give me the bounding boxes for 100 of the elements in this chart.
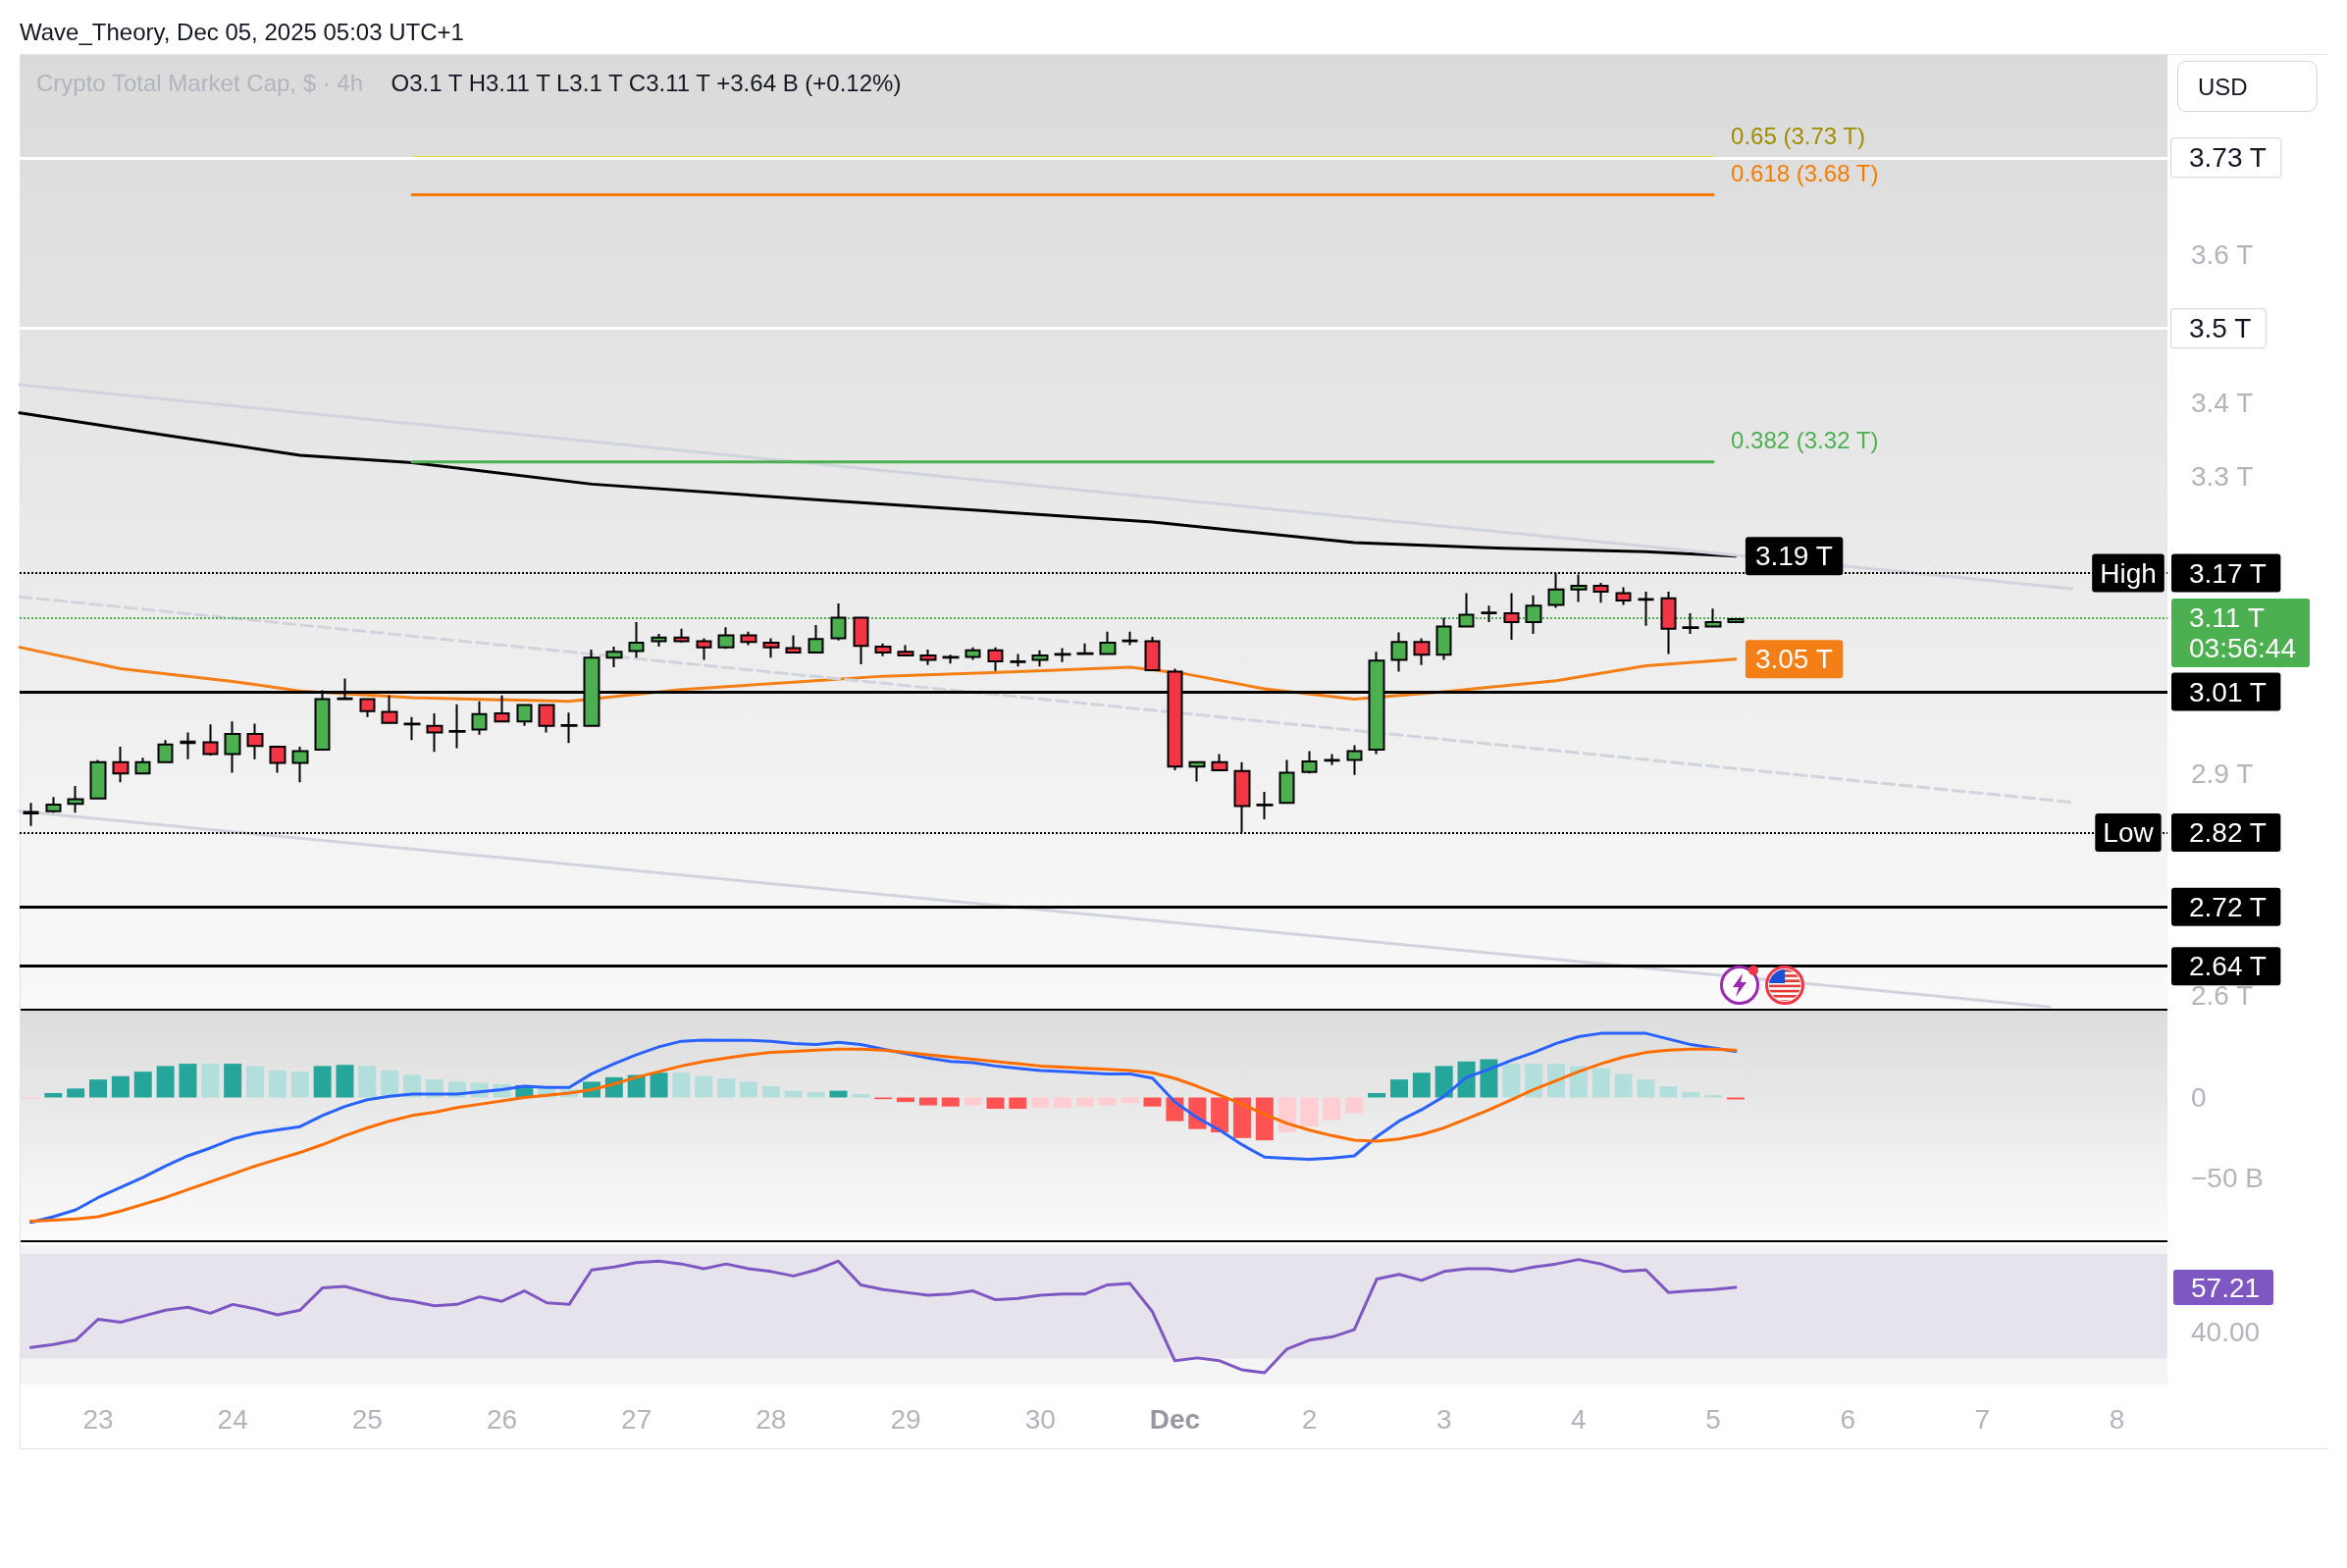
candlestick <box>651 633 667 648</box>
candlestick <box>919 648 937 666</box>
bar <box>44 1092 63 1098</box>
bar <box>695 1075 713 1098</box>
ref-line-label: 2.72 T <box>2189 891 2267 922</box>
bar <box>1637 1079 1655 1098</box>
bar <box>1682 1091 1700 1098</box>
series-label: 0.618 (3.68 T) <box>1731 160 1879 187</box>
bar <box>1368 1092 1386 1098</box>
candlestick <box>717 626 735 651</box>
bar <box>784 1090 803 1098</box>
candlestick <box>1188 760 1206 783</box>
ref-line-label: 3.17 T <box>2189 557 2267 589</box>
x-tick-label: 6 <box>1840 1403 1856 1435</box>
bar <box>246 1066 265 1098</box>
bar <box>1098 1097 1117 1106</box>
candlestick <box>808 623 824 654</box>
bar <box>1614 1073 1633 1098</box>
candlestick <box>965 646 981 661</box>
annotation: Low <box>2103 817 2155 849</box>
x-tick-label: 26 <box>486 1403 518 1435</box>
series-label: 0.382 (3.32 T) <box>1731 427 1879 454</box>
bar <box>1480 1059 1498 1098</box>
candlestick <box>1413 637 1431 666</box>
bar <box>852 1094 870 1098</box>
ref-line-label: 3.73 T <box>2189 142 2267 174</box>
bar <box>89 1079 108 1098</box>
bar <box>1255 1097 1274 1141</box>
candlestick <box>538 703 555 734</box>
bar <box>290 1071 309 1098</box>
bar <box>268 1070 287 1098</box>
bar <box>1009 1097 1027 1109</box>
candlestick <box>23 802 39 827</box>
candlestick <box>269 745 287 774</box>
candlestick <box>853 615 869 666</box>
bar <box>1054 1097 1072 1108</box>
data-label: 3.05 T <box>1754 644 1833 675</box>
ref-line-label: 2.64 T <box>2189 951 2267 982</box>
y-tick-label: 0 <box>2191 1082 2207 1113</box>
candlestick <box>1346 744 1363 776</box>
bar <box>941 1097 960 1107</box>
candlestick <box>157 739 174 764</box>
bar <box>761 1086 780 1098</box>
x-tick-label: 3 <box>1435 1403 1452 1435</box>
candlestick <box>740 630 757 647</box>
candlestick <box>1256 791 1274 820</box>
candlestick <box>628 620 645 659</box>
bar <box>1502 1064 1521 1098</box>
bar <box>1211 1097 1229 1133</box>
candlestick <box>1615 586 1632 606</box>
y-tick-label: 3.4 T <box>2191 387 2254 418</box>
bar <box>1569 1066 1588 1098</box>
x-tick-label: 29 <box>890 1403 921 1435</box>
bar <box>986 1097 1005 1109</box>
annotation: High <box>2100 557 2157 589</box>
candlestick <box>762 637 780 659</box>
bar <box>1031 1097 1050 1108</box>
candlestick <box>1301 750 1318 775</box>
candlestick <box>1278 758 1295 805</box>
candlestick <box>1054 647 1071 663</box>
y-tick-label: 3.6 T <box>2191 238 2254 270</box>
candlestick <box>359 697 376 718</box>
candlestick <box>1144 636 1161 672</box>
candlestick <box>987 646 1004 672</box>
text: Wave_Theory, Dec 05, 2025 05:03 UTC+1 <box>20 18 464 45</box>
candlestick <box>785 634 802 654</box>
x-tick-label: 24 <box>217 1403 248 1435</box>
candlestick <box>1099 630 1117 656</box>
bar <box>111 1075 130 1098</box>
bar <box>381 1070 399 1098</box>
x-tick-label: 30 <box>1024 1403 1056 1435</box>
x-tick-label: 25 <box>351 1403 383 1435</box>
candlestick <box>1324 753 1340 766</box>
candlestick <box>494 694 510 723</box>
bar <box>336 1065 354 1098</box>
candlestick <box>1121 630 1138 647</box>
text: O3.1 T H3.11 T L3.1 T C3.11 T +3.64 B (+0.12%) <box>391 69 902 96</box>
bar <box>829 1090 848 1098</box>
y-tick-label: 2.6 T <box>2191 980 2254 1012</box>
candlestick <box>605 645 623 669</box>
ref-line-label: 2.82 T <box>2189 817 2267 849</box>
bar <box>201 1064 220 1098</box>
candlestick <box>1010 653 1026 668</box>
bar <box>1232 1097 1251 1138</box>
candlestick <box>448 703 466 750</box>
bar <box>156 1066 175 1098</box>
candlestick <box>897 644 914 657</box>
candlestick <box>291 745 309 784</box>
x-tick-label: 8 <box>2109 1403 2125 1435</box>
ref-line-label: 3.5 T <box>2189 313 2252 344</box>
bar <box>1591 1068 1610 1098</box>
candlestick <box>112 745 130 784</box>
bar <box>918 1097 937 1106</box>
candlestick <box>1503 592 1520 642</box>
candlestick <box>403 715 421 742</box>
candlestick <box>874 642 892 657</box>
x-tick-label: 28 <box>756 1403 787 1435</box>
bar <box>1389 1079 1408 1098</box>
candlestick <box>134 757 151 775</box>
ref-line-label: 3.01 T <box>2189 676 2267 707</box>
